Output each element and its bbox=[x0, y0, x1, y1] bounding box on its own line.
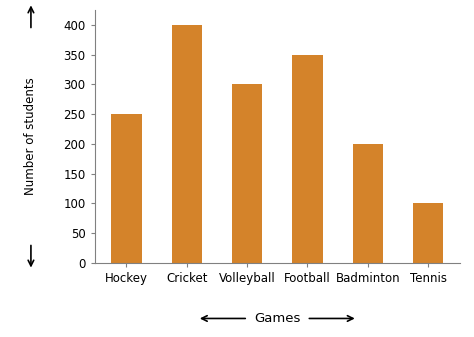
Bar bbox=[111, 114, 142, 263]
Bar bbox=[353, 144, 383, 263]
Bar bbox=[413, 204, 443, 263]
Bar bbox=[292, 55, 322, 263]
Text: Number of students: Number of students bbox=[25, 78, 37, 195]
Text: Games: Games bbox=[254, 312, 301, 325]
Bar bbox=[172, 25, 202, 263]
Bar bbox=[232, 85, 262, 263]
